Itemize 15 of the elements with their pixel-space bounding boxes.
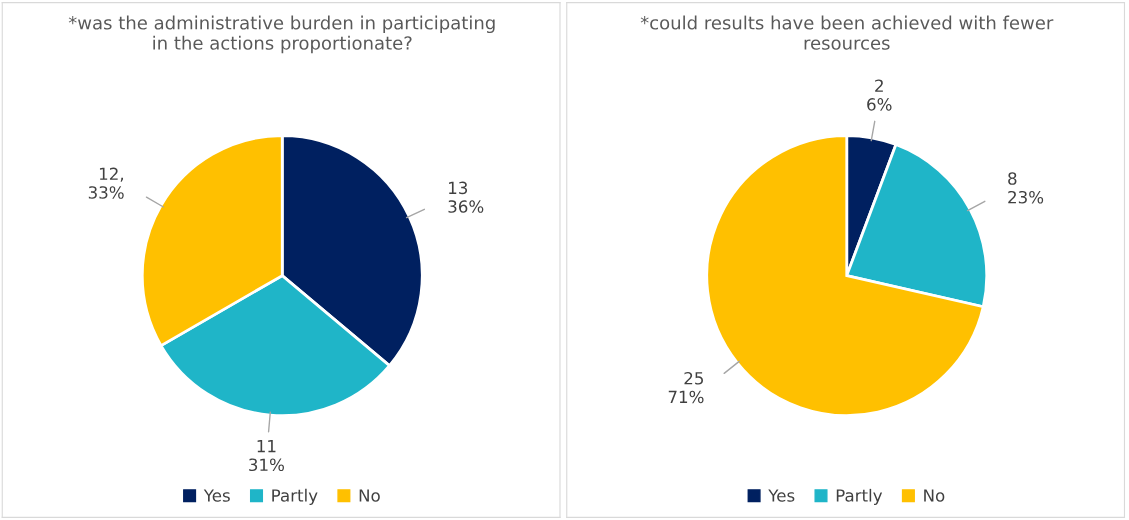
- legend-label: Partly: [836, 488, 883, 505]
- pie-slice: [705, 134, 985, 417]
- legend-label: Yes: [768, 489, 795, 502]
- legend-label: Yes: [203, 489, 230, 502]
- chart-title: *was the administrative burden in participating in the actions proportionate?: [68, 15, 495, 54]
- data-label: 13 36%: [448, 181, 484, 213]
- legend-label: No: [924, 489, 945, 502]
- legend-label: No: [359, 489, 380, 502]
- chart-title: *could results have been achieved with fewer resources: [640, 15, 1054, 50]
- data-label: 2 6%: [867, 79, 892, 111]
- legend-label: Partly: [272, 488, 318, 505]
- data-label: 11 31%: [249, 440, 284, 472]
- data-label: 25 71%: [668, 371, 704, 404]
- data-label: 8 23%: [1008, 172, 1044, 204]
- data-label: 12, 33%: [88, 167, 124, 199]
